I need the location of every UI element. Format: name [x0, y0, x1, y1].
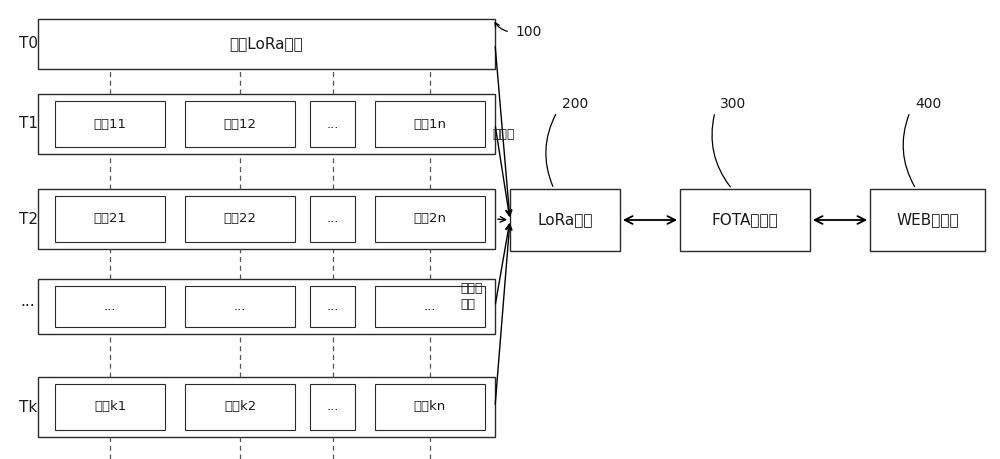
Text: 终端k2: 终端k2 — [224, 401, 256, 414]
Bar — [185, 101, 295, 147]
Text: 400: 400 — [915, 97, 941, 111]
Text: ...: ... — [326, 213, 339, 225]
Text: ...: ... — [326, 300, 339, 313]
Bar — [185, 196, 295, 242]
Text: ...: ... — [326, 118, 339, 130]
Bar — [55, 101, 165, 147]
Text: 绂端12: 绂端12 — [224, 118, 256, 130]
Bar — [870, 189, 985, 251]
Bar — [310, 286, 355, 327]
Text: 终端2n: 终端2n — [414, 213, 446, 225]
Bar — [55, 286, 165, 327]
Text: 终端11: 终端11 — [94, 118, 127, 130]
Bar — [375, 384, 485, 430]
Text: Tk: Tk — [19, 399, 37, 414]
Text: ...: ... — [234, 300, 246, 313]
Text: 终端21: 终端21 — [94, 213, 127, 225]
Bar — [375, 196, 485, 242]
Bar — [510, 189, 620, 251]
Text: 终端kn: 终端kn — [414, 401, 446, 414]
Text: 上行数
据包: 上行数 据包 — [460, 282, 482, 312]
Bar — [310, 384, 355, 430]
Text: 200: 200 — [562, 97, 588, 111]
Bar — [185, 384, 295, 430]
Bar — [55, 384, 165, 430]
Bar — [310, 101, 355, 147]
Text: 终端22: 终端22 — [224, 213, 256, 225]
Text: ...: ... — [104, 300, 116, 313]
Bar — [680, 189, 810, 251]
Bar — [55, 196, 165, 242]
Bar — [38, 279, 495, 334]
Text: ···: ··· — [21, 299, 35, 314]
Bar — [38, 94, 495, 154]
Text: FOTA服务器: FOTA服务器 — [712, 213, 778, 228]
Text: WEB服务器: WEB服务器 — [896, 213, 959, 228]
Text: 100: 100 — [515, 25, 541, 39]
Text: 终端1n: 终端1n — [414, 118, 446, 130]
Bar — [310, 196, 355, 242]
Text: LoRa网关: LoRa网关 — [537, 213, 593, 228]
Bar — [375, 286, 485, 327]
Text: 300: 300 — [720, 97, 746, 111]
Text: T0: T0 — [19, 37, 38, 51]
Text: 下行包: 下行包 — [492, 128, 514, 140]
Bar — [185, 286, 295, 327]
Bar — [38, 377, 495, 437]
Text: T2: T2 — [19, 212, 38, 226]
Text: ...: ... — [424, 300, 436, 313]
Bar — [38, 19, 495, 69]
Bar — [38, 189, 495, 249]
Text: 所有LoRa终端: 所有LoRa终端 — [230, 37, 303, 51]
Text: ...: ... — [326, 401, 339, 414]
Text: T1: T1 — [19, 117, 38, 131]
Text: 终端k1: 终端k1 — [94, 401, 126, 414]
Bar — [375, 101, 485, 147]
